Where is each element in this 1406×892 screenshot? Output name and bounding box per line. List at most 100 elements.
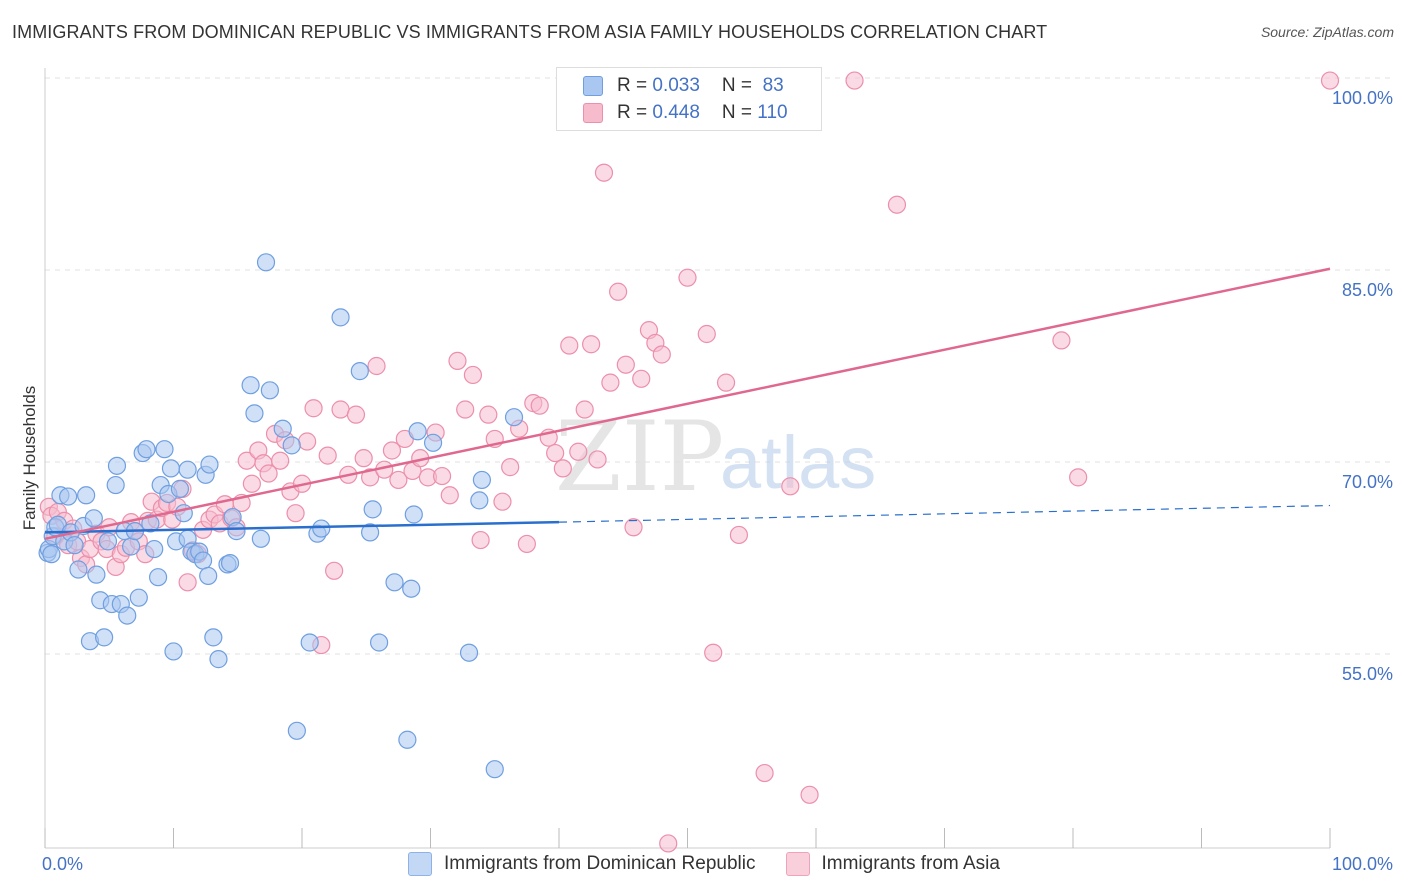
point-asia: [716, 373, 736, 392]
point-dominican: [273, 419, 292, 438]
point-dominican: [331, 308, 350, 327]
point-asia: [755, 763, 774, 783]
point-dominican: [178, 460, 197, 479]
point-asia: [493, 492, 512, 511]
point-asia: [382, 441, 402, 460]
legend-n-value: 83: [757, 75, 784, 96]
point-dominican: [209, 650, 228, 669]
point-asia: [560, 336, 579, 355]
point-asia: [729, 525, 749, 545]
point-dominican: [141, 514, 160, 533]
point-dominican: [398, 730, 417, 749]
point-dominican: [350, 362, 369, 381]
point-dominican: [204, 628, 223, 647]
trend-line-asia: [44, 267, 1331, 541]
point-dominican: [118, 606, 137, 625]
point-asia: [678, 268, 697, 287]
point-asia: [659, 834, 678, 853]
point-asia: [652, 345, 671, 364]
point-asia: [845, 71, 864, 90]
legend-item-dominican: Immigrants from Dominican Republic: [408, 852, 756, 876]
data-points: [38, 71, 1340, 853]
point-asia: [448, 351, 467, 370]
legend-r-label: R =: [617, 102, 653, 123]
point-dominican: [145, 539, 164, 559]
point-dominican: [42, 545, 61, 564]
point-asia: [582, 335, 601, 354]
point-asia: [609, 282, 628, 301]
point-dominican: [385, 573, 404, 592]
point-dominican: [312, 519, 331, 538]
legend-swatch-blue: [408, 852, 432, 876]
point-asia: [575, 400, 594, 419]
point-asia: [354, 449, 373, 468]
point-dominican: [164, 642, 183, 661]
point-dominican: [241, 376, 260, 395]
point-dominican: [300, 633, 319, 652]
legend-swatch-blue: [583, 76, 603, 96]
point-asia: [517, 534, 536, 554]
legend-label-asia: Immigrants from Asia: [821, 853, 1000, 874]
chart-title: IMMIGRANTS FROM DOMINICAN REPUBLIC VS IM…: [12, 22, 1048, 42]
point-asia: [318, 446, 337, 465]
point-dominican: [504, 408, 524, 427]
chart-source: Source: ZipAtlas.com: [1260, 24, 1394, 40]
point-dominican: [485, 760, 504, 779]
point-asia: [530, 396, 549, 415]
point-asia: [331, 400, 350, 419]
point-asia: [781, 477, 800, 496]
legend-swatch-pink: [583, 103, 603, 123]
gridlines: [45, 77, 1395, 655]
point-dominican: [245, 404, 264, 423]
point-asia: [298, 432, 317, 451]
point-asia: [259, 464, 278, 483]
point-dominican: [402, 579, 421, 598]
point-dominican: [200, 455, 219, 474]
point-asia: [463, 365, 483, 385]
point-asia: [1320, 71, 1340, 90]
point-dominican: [107, 456, 127, 475]
point-asia: [242, 474, 261, 493]
point-dominican: [370, 633, 389, 652]
point-dominican: [227, 522, 246, 541]
point-dominican: [155, 440, 174, 459]
y-tick-label: 55.0%: [1342, 664, 1393, 684]
legend-swatch-pink: [785, 852, 810, 876]
y-tick-label: 85.0%: [1342, 280, 1393, 300]
point-asia: [616, 355, 635, 374]
point-dominican: [472, 470, 491, 490]
point-asia: [553, 459, 572, 478]
point-asia: [440, 486, 459, 505]
legend-row-asia: R = 0.448 N = 110: [583, 100, 788, 126]
point-dominican: [287, 721, 306, 740]
legend-row-dominican: R = 0.033 N = 83: [583, 73, 784, 99]
point-asia: [501, 458, 520, 477]
point-dominican: [95, 628, 114, 647]
point-dominican: [220, 554, 240, 573]
point-dominican: [106, 475, 125, 495]
point-asia: [632, 369, 651, 388]
point-dominican: [361, 523, 380, 542]
point-asia: [887, 195, 907, 214]
series-legend: Immigrants from Dominican Republic Immig…: [408, 852, 1030, 876]
x-tick-label-min: 0.0%: [42, 854, 83, 874]
point-asia: [361, 468, 380, 487]
y-tick-label: 70.0%: [1342, 472, 1393, 492]
legend-r-value: 0.033: [652, 75, 700, 96]
point-asia: [432, 466, 452, 486]
legend-r-value: 0.448: [652, 102, 700, 123]
point-dominican: [260, 381, 279, 400]
legend-n-label: N =: [721, 75, 758, 96]
point-dominican: [129, 588, 148, 607]
point-asia: [594, 163, 614, 182]
point-dominican: [137, 440, 156, 459]
point-dominican: [84, 509, 103, 528]
point-asia: [601, 373, 620, 392]
point-asia: [389, 470, 408, 490]
point-asia: [800, 785, 819, 804]
x-tick-label-max: 100.0%: [1332, 854, 1393, 874]
point-asia: [588, 450, 607, 469]
point-dominican: [170, 479, 190, 498]
point-asia: [325, 561, 344, 580]
